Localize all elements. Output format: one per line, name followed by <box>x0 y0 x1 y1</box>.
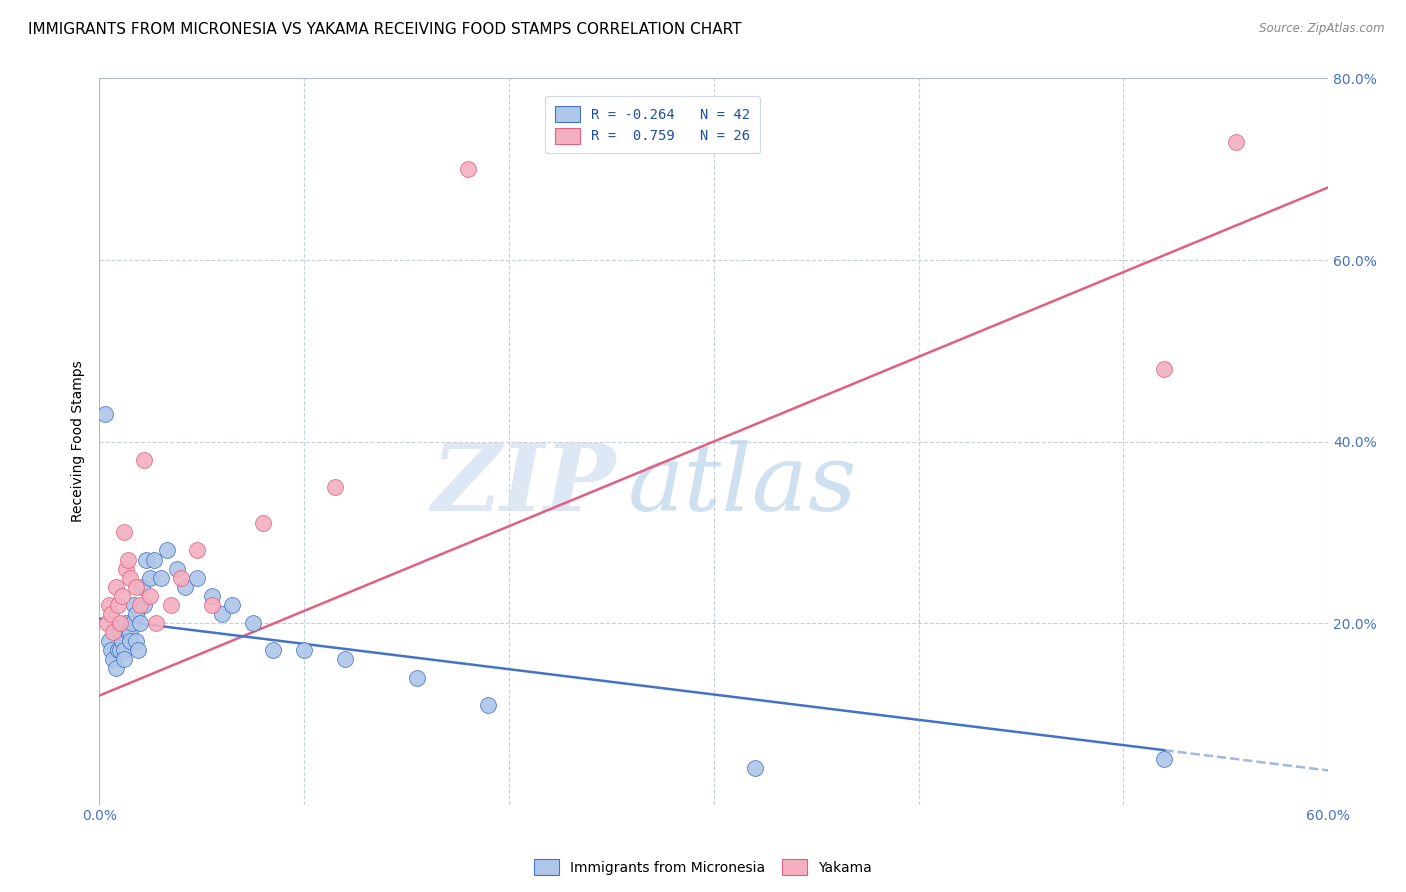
Point <box>121 616 143 631</box>
Point <box>139 571 162 585</box>
Point <box>262 643 284 657</box>
Point <box>166 561 188 575</box>
Point <box>112 643 135 657</box>
Point <box>103 625 125 640</box>
Point <box>211 607 233 621</box>
Point <box>125 580 148 594</box>
Legend: Immigrants from Micronesia, Yakama: Immigrants from Micronesia, Yakama <box>529 854 877 880</box>
Point <box>170 571 193 585</box>
Point <box>159 598 181 612</box>
Point <box>186 571 208 585</box>
Point <box>139 589 162 603</box>
Point <box>118 634 141 648</box>
Point <box>201 589 224 603</box>
Point <box>117 625 139 640</box>
Point <box>457 162 479 177</box>
Point <box>118 571 141 585</box>
Point <box>107 643 129 657</box>
Point <box>127 643 149 657</box>
Point <box>98 598 121 612</box>
Point <box>129 598 152 612</box>
Point <box>1153 362 1175 376</box>
Point <box>96 616 118 631</box>
Point <box>100 607 122 621</box>
Point <box>114 616 136 631</box>
Point <box>114 561 136 575</box>
Point <box>405 671 427 685</box>
Point <box>145 616 167 631</box>
Point <box>242 616 264 631</box>
Point <box>104 661 127 675</box>
Point <box>1225 135 1247 149</box>
Point <box>98 634 121 648</box>
Point <box>333 652 356 666</box>
Point <box>125 607 148 621</box>
Point <box>252 516 274 531</box>
Legend: R = -0.264   N = 42, R =  0.759   N = 26: R = -0.264 N = 42, R = 0.759 N = 26 <box>546 96 759 153</box>
Point <box>122 598 145 612</box>
Point <box>134 452 156 467</box>
Point <box>156 543 179 558</box>
Point <box>103 652 125 666</box>
Point <box>108 625 131 640</box>
Point <box>131 580 153 594</box>
Point <box>134 598 156 612</box>
Text: Source: ZipAtlas.com: Source: ZipAtlas.com <box>1260 22 1385 36</box>
Point <box>107 598 129 612</box>
Point <box>108 616 131 631</box>
Point <box>323 480 346 494</box>
Point <box>112 525 135 540</box>
Point <box>186 543 208 558</box>
Text: ZIP: ZIP <box>432 440 616 530</box>
Point <box>111 589 134 603</box>
Point <box>744 761 766 775</box>
Point <box>112 652 135 666</box>
Point <box>201 598 224 612</box>
Point <box>143 552 166 566</box>
Point <box>108 643 131 657</box>
Point <box>117 552 139 566</box>
Text: atlas: atlas <box>627 440 858 530</box>
Point <box>100 643 122 657</box>
Point <box>94 407 117 421</box>
Point <box>104 580 127 594</box>
Point <box>111 634 134 648</box>
Y-axis label: Receiving Food Stamps: Receiving Food Stamps <box>72 360 86 523</box>
Point <box>149 571 172 585</box>
Point <box>1153 752 1175 766</box>
Point <box>135 552 157 566</box>
Point <box>118 625 141 640</box>
Text: IMMIGRANTS FROM MICRONESIA VS YAKAMA RECEIVING FOOD STAMPS CORRELATION CHART: IMMIGRANTS FROM MICRONESIA VS YAKAMA REC… <box>28 22 741 37</box>
Point <box>125 634 148 648</box>
Point <box>221 598 243 612</box>
Point <box>477 698 499 712</box>
Point <box>129 616 152 631</box>
Point <box>174 580 197 594</box>
Point <box>292 643 315 657</box>
